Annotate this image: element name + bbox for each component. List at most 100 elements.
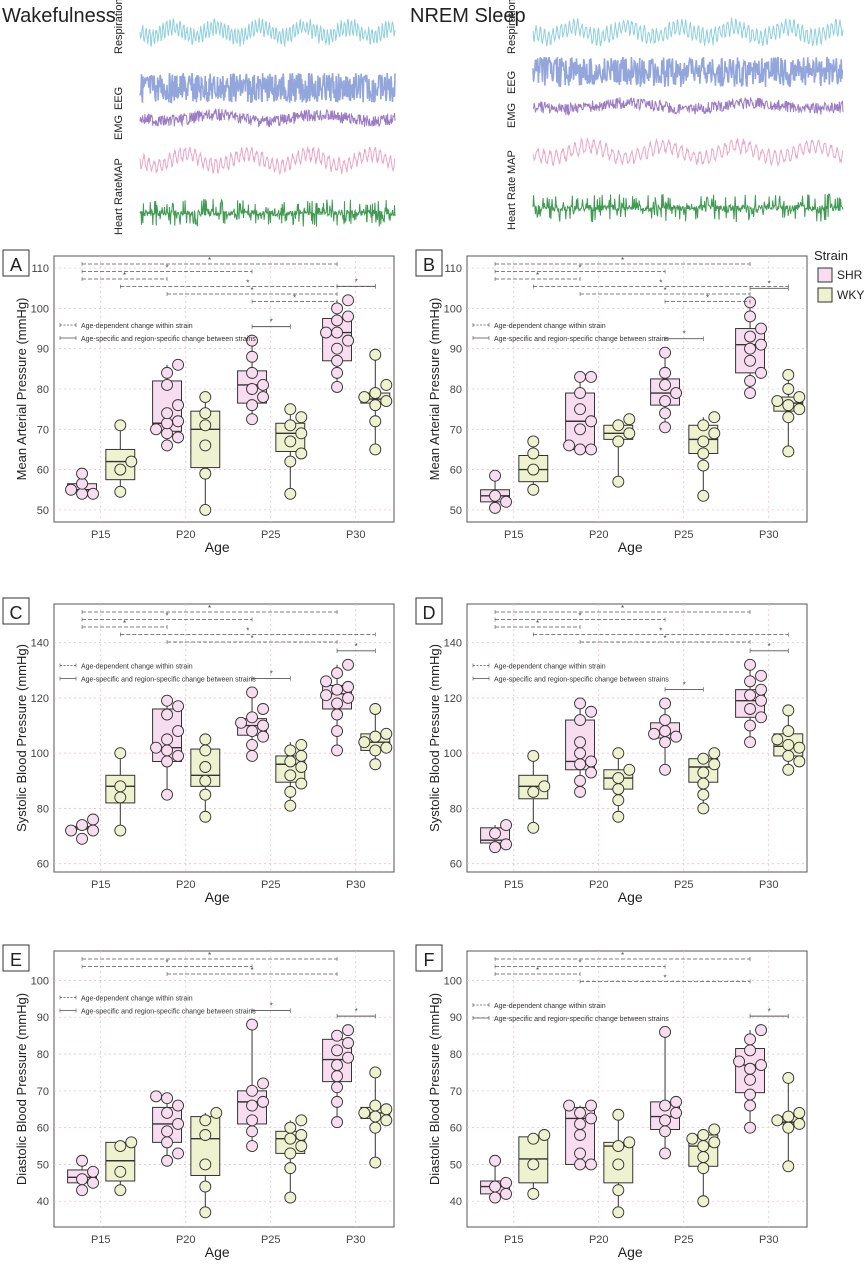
data-point-shr xyxy=(744,1033,756,1046)
trace-heart-rate xyxy=(532,193,844,223)
significance-star: * xyxy=(250,634,253,643)
significance-star: * xyxy=(123,271,126,280)
data-point-wky xyxy=(612,747,625,760)
data-point-wky xyxy=(295,411,308,424)
data-point-shr xyxy=(500,838,512,851)
data-point-shr xyxy=(331,342,343,355)
data-point-shr xyxy=(489,489,501,502)
data-point-shr xyxy=(755,1059,767,1072)
data-point-wky xyxy=(284,755,297,768)
panel-f: 40 50 60 70 80 90 100 P15 P20 P25 P30 Age Diastolic … xyxy=(415,944,808,1260)
key-between-text: Age-specific and region-specific change … xyxy=(494,336,669,343)
y-tick-label: 60 xyxy=(37,1123,49,1135)
data-point-shr xyxy=(161,708,174,721)
x-tick-label-p15: P15 xyxy=(91,879,111,891)
data-point-wky xyxy=(697,802,710,815)
data-point-shr xyxy=(489,841,501,854)
data-point-shr xyxy=(585,755,597,768)
data-point-wky xyxy=(697,1140,710,1152)
data-point-wky xyxy=(199,774,212,787)
data-point-shr xyxy=(659,1147,671,1160)
significance-star: * xyxy=(270,1002,273,1011)
significance-star: * xyxy=(659,279,662,288)
data-point-wky xyxy=(782,1160,795,1173)
data-point-shr xyxy=(320,326,332,339)
data-point-wky xyxy=(114,1165,127,1178)
significance-star: * xyxy=(293,294,296,303)
data-point-shr xyxy=(744,310,756,323)
x-tick-label-p30: P30 xyxy=(346,879,366,891)
data-point-wky xyxy=(199,810,212,823)
y-tick-label: 140 xyxy=(31,638,49,650)
y-tick-label: 80 xyxy=(450,803,462,815)
data-point-shr xyxy=(331,302,343,315)
data-point-shr xyxy=(342,680,354,693)
data-point-wky xyxy=(527,463,540,476)
trace-respiration xyxy=(532,17,844,47)
data-point-wky xyxy=(284,435,297,448)
data-point-shr xyxy=(257,1077,269,1090)
data-point-wky xyxy=(369,1110,382,1123)
data-point-wky xyxy=(199,503,212,516)
panel-letter-box xyxy=(415,597,443,625)
data-point-wky xyxy=(527,750,540,762)
data-point-wky xyxy=(612,1206,625,1219)
key-within-text: Age-dependent change within strain xyxy=(494,1003,606,1010)
x-axis-label: Age xyxy=(618,539,643,555)
data-point-shr xyxy=(755,322,767,335)
data-point-shr xyxy=(331,1044,343,1057)
plot-area xyxy=(466,603,808,873)
y-tick-label: 60 xyxy=(450,1123,462,1135)
data-point-shr xyxy=(670,730,682,743)
y-tick-label: 100 xyxy=(31,748,49,760)
data-point-shr xyxy=(161,407,174,420)
nrem-traces: Respiration EEG EMG MAP Heart Rate xyxy=(506,0,844,230)
data-point-shr xyxy=(161,427,174,440)
y-tick-label: 70 xyxy=(37,1086,49,1098)
data-point-shr xyxy=(659,395,671,408)
x-tick-label-p30: P30 xyxy=(759,879,779,891)
data-point-shr xyxy=(331,1029,343,1042)
data-point-shr xyxy=(342,294,354,307)
data-point-wky xyxy=(199,788,212,801)
y-axis-label: Mean Arterial Pressure (mmHg) xyxy=(427,298,442,481)
data-point-shr xyxy=(161,744,174,757)
data-point-shr xyxy=(246,1099,259,1112)
significance-star: * xyxy=(165,264,168,273)
data-point-shr xyxy=(744,374,756,387)
data-point-shr xyxy=(246,711,259,724)
data-point-shr xyxy=(246,1114,259,1127)
data-point-wky xyxy=(380,727,393,740)
data-point-shr xyxy=(585,705,597,718)
y-axis-label: Diastolic Blood Pressure (mmHg) xyxy=(427,993,442,1185)
data-point-wky xyxy=(114,824,127,837)
data-point-shr xyxy=(744,1099,756,1112)
data-point-shr xyxy=(659,1026,671,1038)
data-point-wky xyxy=(295,1129,308,1141)
key-between-text: Age-specific and region-specific change … xyxy=(494,677,669,684)
data-point-shr xyxy=(331,1081,343,1094)
data-point-shr xyxy=(755,366,767,379)
data-point-shr xyxy=(331,381,343,393)
legend-label-wky: WKY xyxy=(837,288,864,302)
data-point-wky xyxy=(527,483,540,496)
data-point-shr xyxy=(246,399,259,412)
data-point-shr xyxy=(331,366,343,379)
x-axis-label: Age xyxy=(205,889,230,905)
data-point-shr xyxy=(342,334,354,347)
trace-eeg xyxy=(532,56,844,88)
panel-e: 40 50 60 70 80 90 100 P15 P20 P25 P30 Age Diastolic … xyxy=(2,944,395,1260)
x-tick-label-p15: P15 xyxy=(504,529,524,541)
data-point-shr xyxy=(574,774,586,787)
data-point-shr xyxy=(161,1092,174,1105)
data-point-shr xyxy=(172,700,185,713)
data-point-shr xyxy=(246,738,259,751)
significance-star: * xyxy=(246,627,249,636)
data-point-wky xyxy=(210,1106,223,1119)
data-point-shr xyxy=(87,487,100,500)
data-point-wky xyxy=(771,1114,784,1127)
data-point-shr xyxy=(744,736,756,749)
data-point-wky xyxy=(782,399,795,412)
y-tick-label: 70 xyxy=(450,1086,462,1098)
